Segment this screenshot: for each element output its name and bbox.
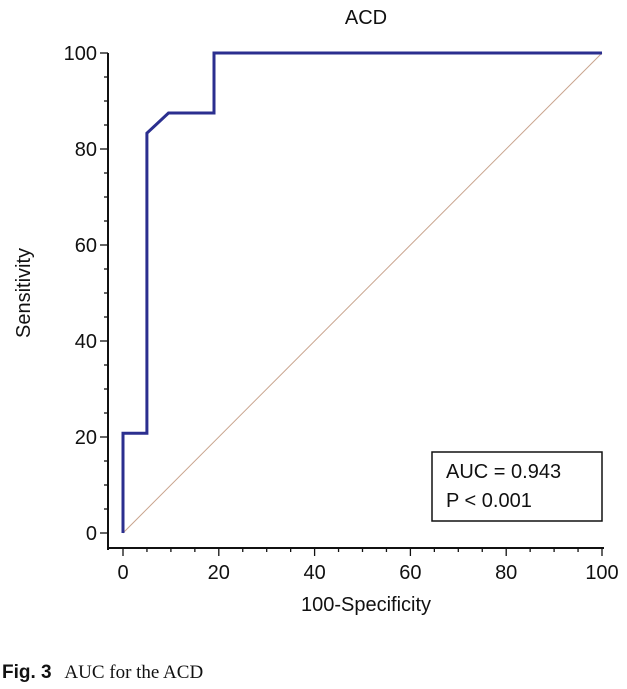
auc-annotation: AUC = 0.943 bbox=[446, 461, 561, 483]
x-axis-label: 100-Specificity bbox=[301, 594, 431, 616]
ticks bbox=[100, 52, 603, 556]
axes bbox=[107, 53, 604, 550]
x-tick-label: 40 bbox=[303, 562, 325, 584]
roc-curve-line bbox=[121, 51, 602, 533]
x-tick-label: 0 bbox=[117, 562, 128, 584]
p-value-annotation: P < 0.001 bbox=[446, 490, 532, 512]
caption-text: AUC for the ACD bbox=[64, 662, 204, 683]
y-tick-label: 0 bbox=[86, 523, 97, 545]
x-tick-label: 80 bbox=[495, 562, 517, 584]
y-tick-label: 60 bbox=[75, 235, 97, 257]
chart-title: ACD bbox=[345, 7, 387, 29]
x-tick-label: 60 bbox=[399, 562, 421, 584]
annotation-box: AUC = 0.943 P < 0.001 bbox=[431, 451, 603, 522]
figure-caption: Fig. 3 AUC for the ACD bbox=[2, 662, 203, 684]
tick-labels: 0 20 40 60 80 100 0 20 40 60 80 100 bbox=[64, 43, 619, 584]
y-tick-label: 100 bbox=[64, 43, 97, 65]
y-tick-label: 20 bbox=[75, 427, 97, 449]
roc-chart: ACD Sensitivity 100-Specificity 0 20 40 60 8… bbox=[13, 7, 619, 616]
y-tick-label: 40 bbox=[75, 331, 97, 353]
x-tick-label: 100 bbox=[585, 562, 618, 584]
y-tick-label: 80 bbox=[75, 139, 97, 161]
reference-diagonal-line bbox=[122, 52, 603, 534]
annotation-border bbox=[431, 451, 603, 522]
y-axis-label: Sensitivity bbox=[13, 248, 35, 338]
x-tick-label: 20 bbox=[208, 562, 230, 584]
figure-label: Fig. 3 bbox=[2, 662, 52, 683]
